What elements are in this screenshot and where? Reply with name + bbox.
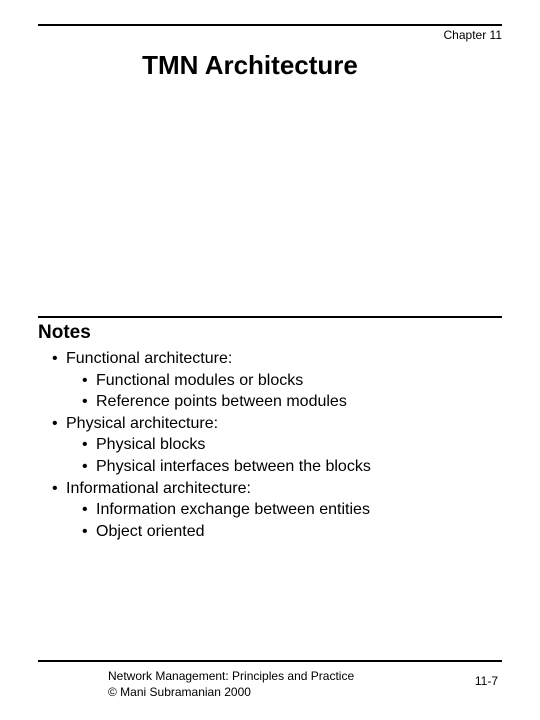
notes-list: •Functional architecture: •Functional mo… (38, 348, 502, 542)
list-item-text: Functional architecture: (66, 348, 232, 370)
footer-line2: © Mani Subramanian 2000 (108, 684, 354, 700)
mid-rule (38, 316, 502, 318)
chapter-label: Chapter 11 (38, 28, 502, 42)
list-item: •Informational architecture: (38, 478, 502, 500)
bullet-icon: • (52, 348, 66, 370)
list-item: •Physical interfaces between the blocks (38, 456, 502, 478)
slide-page: Chapter 11 TMN Architecture Notes •Funct… (0, 0, 540, 720)
footer-text: Network Management: Principles and Pract… (108, 668, 354, 700)
list-item-text: Object oriented (96, 521, 205, 543)
list-item-text: Reference points between modules (96, 391, 347, 413)
list-item-text: Information exchange between entities (96, 499, 370, 521)
list-item: •Functional modules or blocks (38, 370, 502, 392)
list-item-text: Physical interfaces between the blocks (96, 456, 371, 478)
top-rule (38, 24, 502, 26)
bullet-icon: • (82, 456, 96, 478)
page-number: 11-7 (475, 668, 498, 688)
lower-spacer (38, 542, 502, 659)
bullet-icon: • (82, 499, 96, 521)
page-title: TMN Architecture (0, 50, 502, 81)
list-item: •Physical blocks (38, 434, 502, 456)
bullet-icon: • (82, 391, 96, 413)
notes-heading: Notes (38, 322, 502, 344)
footer: Network Management: Principles and Pract… (38, 668, 502, 700)
bullet-icon: • (52, 478, 66, 500)
list-item-text: Physical blocks (96, 434, 205, 456)
list-item-text: Physical architecture: (66, 413, 218, 435)
list-item-text: Informational architecture: (66, 478, 251, 500)
list-item: •Physical architecture: (38, 413, 502, 435)
bullet-icon: • (82, 521, 96, 543)
list-item: •Functional architecture: (38, 348, 502, 370)
upper-spacer (38, 91, 502, 316)
bullet-icon: • (82, 434, 96, 456)
list-item-text: Functional modules or blocks (96, 370, 303, 392)
footer-line1: Network Management: Principles and Pract… (108, 668, 354, 684)
list-item: •Information exchange between entities (38, 499, 502, 521)
bullet-icon: • (52, 413, 66, 435)
bullet-icon: • (82, 370, 96, 392)
list-item: •Object oriented (38, 521, 502, 543)
bottom-rule (38, 660, 502, 662)
list-item: •Reference points between modules (38, 391, 502, 413)
